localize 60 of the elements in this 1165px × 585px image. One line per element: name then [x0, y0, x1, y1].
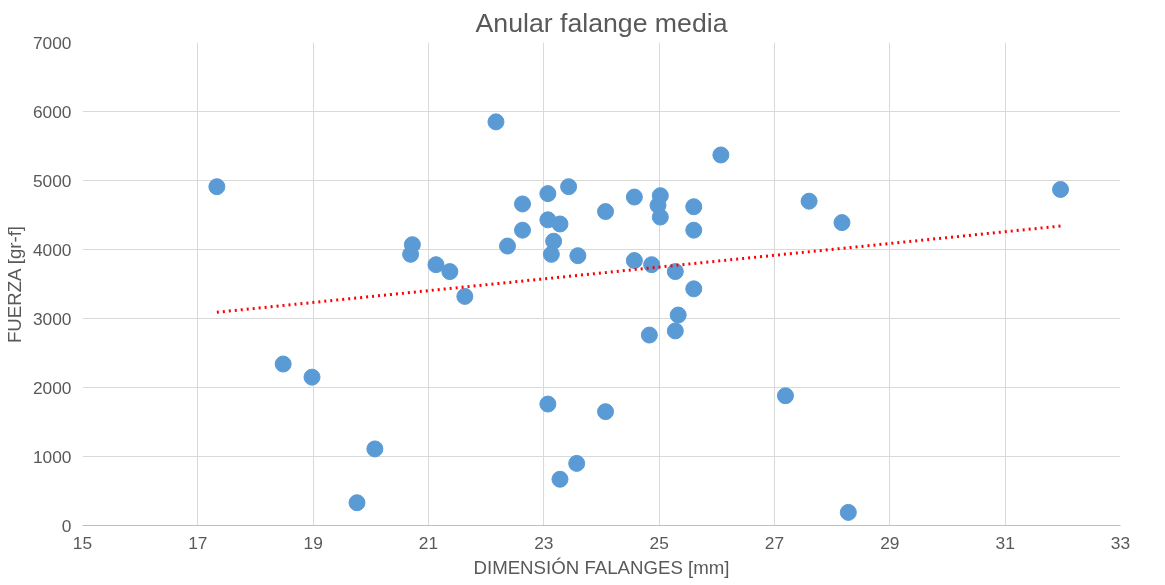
chart-title: Anular falange media — [475, 7, 728, 38]
y-tick-label: 7000 — [32, 32, 72, 53]
point — [651, 208, 669, 226]
y-tick-label: 4000 — [32, 239, 72, 260]
point — [303, 368, 321, 386]
x-tick-label: 17 — [188, 532, 208, 553]
point — [487, 113, 505, 131]
point — [800, 192, 818, 210]
x-tick-label: 21 — [418, 532, 439, 553]
point — [568, 454, 586, 472]
point — [712, 146, 730, 164]
x-axis-title: DIMENSIÓN FALANGES [mm] — [473, 556, 730, 578]
y-tick-label: 3000 — [32, 308, 72, 329]
point — [551, 215, 569, 233]
y-tick-label: 5000 — [32, 170, 72, 191]
x-tick-label: 27 — [764, 532, 785, 553]
point — [208, 178, 226, 196]
point — [539, 395, 557, 413]
point — [643, 256, 661, 274]
y-tick-label: 2000 — [32, 377, 72, 398]
point — [499, 237, 516, 255]
y-axis-title: FUERZA [gr-f] — [3, 225, 25, 344]
point — [551, 470, 569, 488]
point — [274, 355, 292, 373]
y-tick-label: 1000 — [32, 446, 72, 467]
x-tick-label: 33 — [1110, 532, 1131, 553]
x-tick-label: 23 — [534, 532, 554, 553]
point — [427, 256, 445, 274]
point — [348, 494, 366, 512]
point — [776, 387, 794, 405]
point — [545, 232, 563, 250]
point — [666, 322, 684, 340]
point — [685, 221, 703, 239]
point — [833, 214, 851, 232]
point — [366, 440, 384, 458]
point — [640, 326, 658, 344]
point — [569, 247, 587, 265]
point — [560, 178, 578, 196]
x-tick-label: 25 — [649, 532, 669, 553]
point — [839, 503, 857, 521]
point — [514, 195, 531, 213]
y-tick-label: 6000 — [32, 101, 72, 122]
x-tick-label: 29 — [880, 532, 900, 553]
point — [441, 263, 459, 281]
point — [685, 280, 703, 298]
point — [597, 203, 615, 221]
point — [625, 252, 643, 270]
point — [539, 185, 557, 203]
y-tick-label: 0 — [61, 515, 72, 536]
x-tick-label: 31 — [995, 532, 1015, 553]
point — [666, 263, 684, 281]
point — [625, 188, 643, 206]
point — [1052, 180, 1070, 198]
point — [456, 287, 474, 305]
x-tick-label: 19 — [303, 532, 323, 553]
point — [685, 198, 703, 216]
x-tick-label: 15 — [72, 532, 93, 553]
point — [597, 403, 615, 421]
point — [669, 306, 687, 324]
point — [514, 221, 531, 239]
